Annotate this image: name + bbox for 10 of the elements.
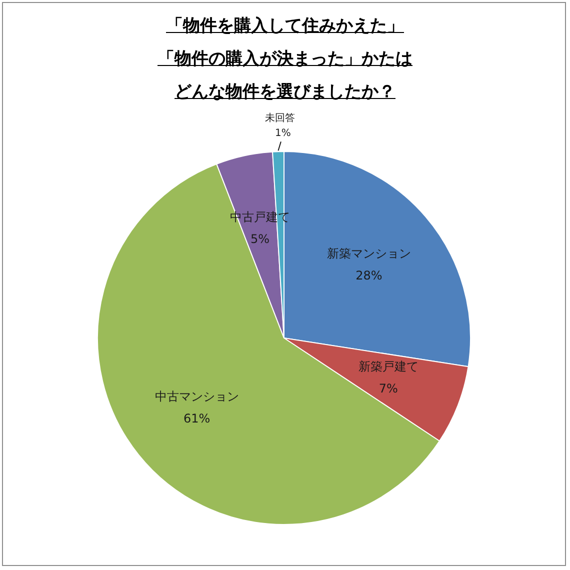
data-label: 28% <box>356 268 382 282</box>
slice-label: 新築マンション <box>326 246 411 260</box>
slice-label: 新築戸建て <box>358 360 418 374</box>
data-label: 5% <box>250 232 270 246</box>
slice-label: 未回答 <box>264 112 295 124</box>
data-label: 7% <box>378 382 398 396</box>
chart-title: 「物件を購入して住みかえた」「物件の購入が決まった」かたはどんな物件を選びましたか？ <box>156 15 414 104</box>
data-label: 1% <box>275 128 291 140</box>
data-label: 61% <box>183 411 210 426</box>
slice-label: 中古マンション <box>154 389 239 404</box>
